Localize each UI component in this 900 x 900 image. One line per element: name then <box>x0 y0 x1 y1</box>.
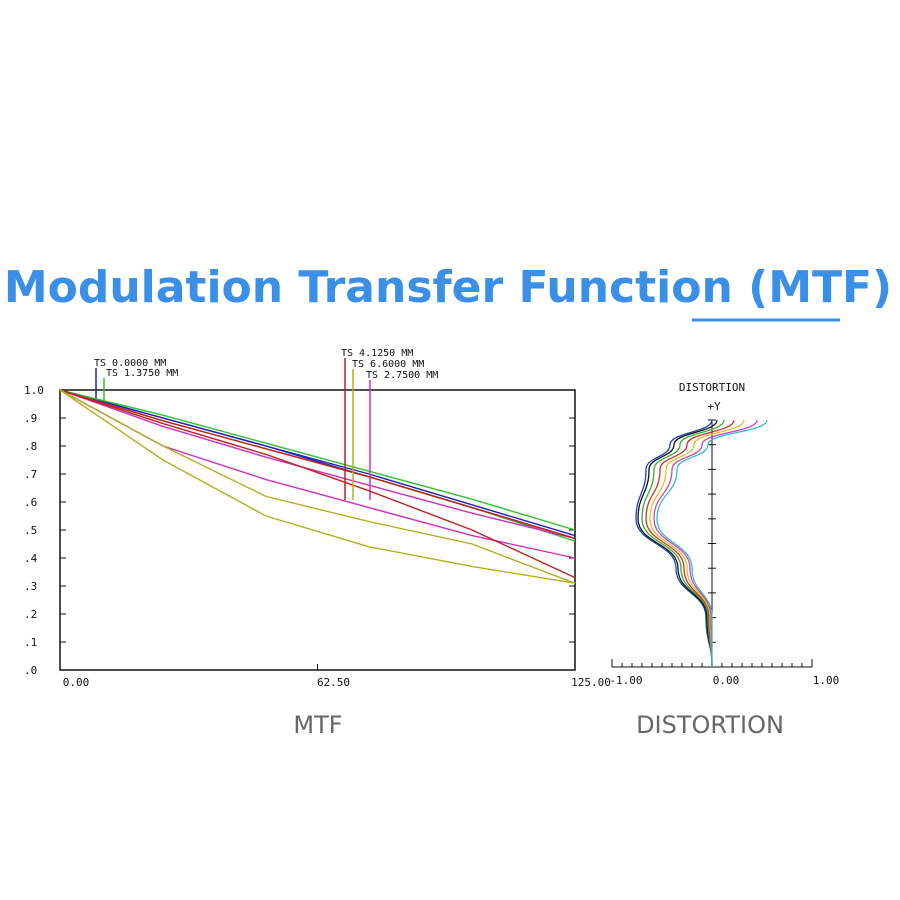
distortion-caption: DISTORTION <box>636 711 784 739</box>
y-tick-label: .0 <box>24 664 37 677</box>
distortion-curve <box>641 419 725 668</box>
y-tick-label: .1 <box>24 636 37 649</box>
x-tick-label: 0.00 <box>713 674 740 687</box>
y-tick-label: 1.0 <box>24 384 44 397</box>
axis-label: +Y <box>707 400 721 413</box>
y-tick-label: .7 <box>24 468 37 481</box>
legend-label: TS 0.0000 MM <box>94 358 166 369</box>
legend-label: TS 2.7500 MM <box>366 370 438 381</box>
page-title: Modulation Transfer Function (MTF) <box>4 262 892 313</box>
distortion-curve <box>649 419 745 668</box>
distortion-curve <box>653 419 758 668</box>
x-tick-label: 62.50 <box>317 676 350 689</box>
mtf-curve <box>59 389 576 531</box>
x-tick-label: 125.00 <box>571 676 611 689</box>
y-tick-label: .5 <box>24 524 37 537</box>
x-tick-label: -1.00 <box>609 674 642 687</box>
x-tick-label: 0.00 <box>63 676 90 689</box>
y-tick-label: .4 <box>24 552 38 565</box>
mtf-curve <box>59 389 576 584</box>
legend-label: TS 1.3750 MM <box>106 368 178 379</box>
mtf-curve <box>59 389 576 579</box>
distortion-curve <box>645 419 735 668</box>
y-tick-label: .9 <box>24 412 37 425</box>
y-tick-label: .3 <box>24 580 37 593</box>
legend-label: TS 4.1250 MM <box>341 348 413 359</box>
mtf-caption: MTF <box>293 711 342 739</box>
legend-label: TS 6.6000 MM <box>352 359 424 370</box>
distortion-curve <box>637 419 718 668</box>
y-tick-label: .8 <box>24 440 37 453</box>
y-tick-label: .2 <box>24 608 37 621</box>
mtf-curve <box>59 389 576 540</box>
y-tick-label: .6 <box>24 496 37 509</box>
distortion-curve <box>656 419 768 667</box>
mtf-curve <box>59 389 576 540</box>
distortion-curve <box>635 419 713 668</box>
mtf-curve <box>59 389 576 584</box>
distortion-title: DISTORTION <box>679 381 745 394</box>
x-tick-label: 1.00 <box>813 674 840 687</box>
